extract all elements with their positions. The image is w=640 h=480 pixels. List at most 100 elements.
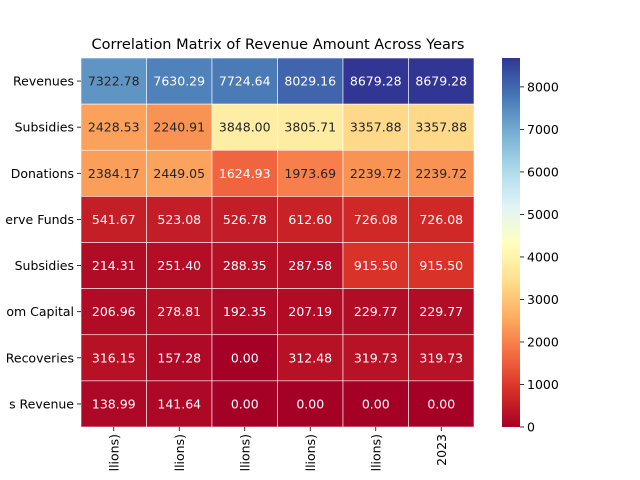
column-labels: llions) llions) llions) llions) llions) 2023 [106,427,449,471]
heatmap-cell [408,288,475,336]
row-label: Recoveries [6,350,74,365]
heatmap-cell [146,103,213,151]
cell-value-label: 138.99 [92,396,136,411]
cell-value-label: 612.60 [288,212,332,227]
colorbar-tick-label: 8000 [527,79,559,94]
cell-value-label: 7724.64 [219,74,271,89]
cell-value-label: 229.77 [354,304,398,319]
heatmap-cell [80,242,147,289]
cell-value-label: 316.15 [92,350,136,365]
heatmap-cell [342,196,409,243]
cell-value-label: 726.08 [419,212,463,227]
column-label: llions) [106,434,121,471]
heatmap-cell [211,57,278,105]
heatmap-cell [342,57,409,105]
row-label: Subsidies [15,120,74,135]
heatmap-cell [211,149,278,197]
row-label: s Revenue [9,396,74,411]
heatmap-cell [80,380,147,428]
row-label: Revenues [13,74,74,89]
column-label: llions) [172,434,187,471]
heatmap-cell [277,380,344,428]
heatmap-cell [408,242,475,289]
heatmap-cell [277,196,344,243]
row-label: Subsidies [15,258,74,273]
cell-value-label: 915.50 [354,258,398,273]
heatmap-cell [408,334,475,382]
cell-value-label: 8679.28 [350,74,402,89]
colorbar-gradient [502,58,520,427]
cell-value-label: 2239.72 [415,166,467,181]
cell-value-label: 0.00 [296,396,324,411]
colorbar-tick-label: 5000 [527,207,559,222]
cell-value-label: 2384.17 [88,166,140,181]
cell-value-label: 278.81 [157,304,201,319]
colorbar-tick-label: 0 [527,420,535,435]
heatmap-cell [342,242,409,289]
row-labels: Revenues Subsidies Donations erve Funds Subs… [5,74,81,411]
cell-value-label: 0.00 [231,350,259,365]
heatmap-cell [80,196,147,243]
heatmap-cell [80,288,147,336]
heatmap-cell [80,57,147,105]
cell-value-label: 8029.16 [284,74,336,89]
heatmap-cell [408,57,475,105]
cell-value-label: 726.08 [354,212,398,227]
colorbar-tick-label: 7000 [527,122,559,137]
heatmap-cell [342,288,409,336]
cell-value-label: 0.00 [362,396,390,411]
heatmap-cell [408,149,475,197]
cell-value-label: 2240.91 [153,120,205,135]
heatmap-cell [408,103,475,151]
cell-value-label: 319.73 [354,350,398,365]
heatmap-cell [80,334,147,382]
heatmap-cell [146,57,213,105]
heatmap-cell [342,149,409,197]
heatmap-cell [146,149,213,197]
cell-value-label: 206.96 [92,304,136,319]
cell-value-label: 319.73 [419,350,463,365]
heatmap-cell [277,103,344,151]
heatmap-cells: 7322.78 7630.29 7724.64 8029.16 8679.28 8679.… [80,57,475,428]
cell-value-label: 7630.29 [153,74,205,89]
chart-title: Correlation Matrix of Revenue Amount Acr… [92,37,465,53]
column-label: llions) [303,434,318,471]
colorbar-tick-label: 6000 [527,164,559,179]
heatmap-cell [277,149,344,197]
heatmap-cell [277,57,344,105]
column-label: llions) [368,434,383,471]
cell-value-label: 141.64 [157,396,201,411]
heatmap-cell [342,380,409,428]
heatmap-cell [408,380,475,428]
colorbar-tick-label: 4000 [527,249,559,264]
row-label: om Capital [6,304,74,319]
cell-value-label: 207.19 [288,304,332,319]
heatmap-cell [408,196,475,243]
colorbar-tick-label: 2000 [527,334,559,349]
cell-value-label: 541.67 [92,212,136,227]
cell-value-label: 2449.05 [153,166,205,181]
heatmap-cell [146,196,213,243]
cell-value-label: 3848.00 [219,120,271,135]
column-label: 2023 [434,434,449,466]
cell-value-label: 1624.93 [219,166,271,181]
cell-value-label: 0.00 [427,396,455,411]
column-label: llions) [237,434,252,471]
cell-value-label: 7322.78 [88,74,140,89]
cell-value-label: 3805.71 [284,120,336,135]
cell-value-label: 3357.88 [350,120,402,135]
heatmap-cell [80,149,147,197]
cell-value-label: 0.00 [231,396,259,411]
row-label: erve Funds [5,212,74,227]
cell-value-label: 523.08 [157,212,201,227]
heatmap-cell [211,196,278,243]
heatmap-cell [277,242,344,289]
cell-value-label: 526.78 [223,212,267,227]
heatmap-cell [277,334,344,382]
cell-value-label: 8679.28 [415,74,467,89]
cell-value-label: 915.50 [419,258,463,273]
row-label: Donations [11,166,74,181]
cell-value-label: 288.35 [223,258,267,273]
cell-value-label: 214.31 [92,258,136,273]
